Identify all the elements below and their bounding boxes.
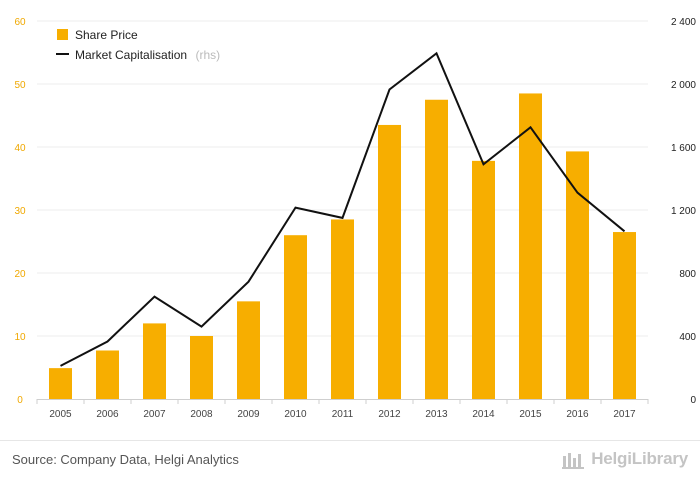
- legend-label-market-cap-name: Market Capitalisation: [75, 48, 187, 62]
- share-price-bar: [49, 368, 72, 399]
- x-tick-label: 2017: [613, 409, 636, 420]
- left-tick-label: 0: [17, 395, 23, 406]
- left-tick-label: 40: [14, 143, 26, 154]
- source-note: Source: Company Data, Helgi Analytics: [12, 452, 239, 467]
- library-bars-icon: [562, 453, 585, 469]
- x-tick-label: 2009: [237, 409, 260, 420]
- right-tick-label: 2 400: [671, 17, 696, 28]
- share-price-bar: [425, 99, 448, 399]
- share-price-bar: [331, 219, 354, 399]
- market-cap-line-group: [60, 51, 626, 367]
- x-tick-label: 2010: [284, 409, 307, 420]
- x-tick-label: 2013: [425, 409, 448, 420]
- share-price-bar: [566, 151, 589, 399]
- right-tick-label: 0: [690, 395, 696, 406]
- x-tick-label: 2016: [566, 409, 589, 420]
- left-tick-label: 30: [14, 206, 26, 217]
- logo-text: HelgiLibrary: [591, 449, 688, 468]
- share-price-bar: [284, 235, 307, 399]
- legend-label-share-price: Share Price: [75, 28, 138, 42]
- share-price-bar: [237, 301, 260, 399]
- x-tick-label: 2008: [190, 409, 213, 420]
- legend-label-market-cap: Market Capitalisation (rhs): [75, 46, 220, 63]
- share-price-bar: [519, 93, 542, 399]
- share-price-bar: [96, 350, 119, 399]
- right-tick-label: 800: [679, 269, 696, 280]
- x-tick-label: 2015: [519, 409, 542, 420]
- share-price-bar: [472, 160, 495, 399]
- legend: Share Price Market Capitalisation (rhs): [56, 28, 220, 63]
- left-tick-label: 60: [14, 17, 26, 28]
- legend-label-market-cap-note: (rhs): [196, 48, 221, 62]
- share-price-bar: [613, 232, 636, 399]
- left-tick-label: 20: [14, 269, 26, 280]
- x-tick-label: 2006: [96, 409, 119, 420]
- right-tick-label: 1 600: [671, 143, 696, 154]
- right-tick-label: 400: [679, 332, 696, 343]
- helgi-library-logo: HelgiLibrary: [561, 449, 688, 469]
- right-tick-label: 1 200: [671, 206, 696, 217]
- x-tick-label: 2007: [143, 409, 166, 420]
- right-tick-label: 2 000: [671, 80, 696, 91]
- x-tick-label: 2005: [49, 409, 72, 420]
- share-price-bar: [143, 323, 166, 399]
- legend-swatch-share-price: [57, 29, 68, 40]
- gridlines: [37, 20, 648, 337]
- share-price-bar: [190, 336, 213, 399]
- x-tick-label: 2011: [332, 409, 354, 420]
- right-axis: 0 400 800 1 200 1 600 2 000 2 400: [671, 17, 696, 406]
- market-cap-line: [60, 51, 626, 367]
- chart: 0 10 20 30 40 50 60 0 400 800 1 200 1 600 2 000 2 40…: [14, 17, 696, 420]
- left-tick-label: 50: [14, 80, 26, 91]
- share-price-bars: [49, 93, 636, 399]
- x-tick-label: 2014: [472, 409, 495, 420]
- share-price-bar: [378, 124, 401, 399]
- left-axis: 0 10 20 30 40 50 60: [14, 17, 26, 406]
- left-tick-label: 10: [14, 332, 26, 343]
- x-tick-label: 2012: [378, 409, 401, 420]
- x-axis: 2005 2006 2007 2008 2009 2010 2011 2012 2013 2014…: [36, 399, 649, 420]
- footer: Source: Company Data, Helgi Analytics He…: [0, 440, 700, 484]
